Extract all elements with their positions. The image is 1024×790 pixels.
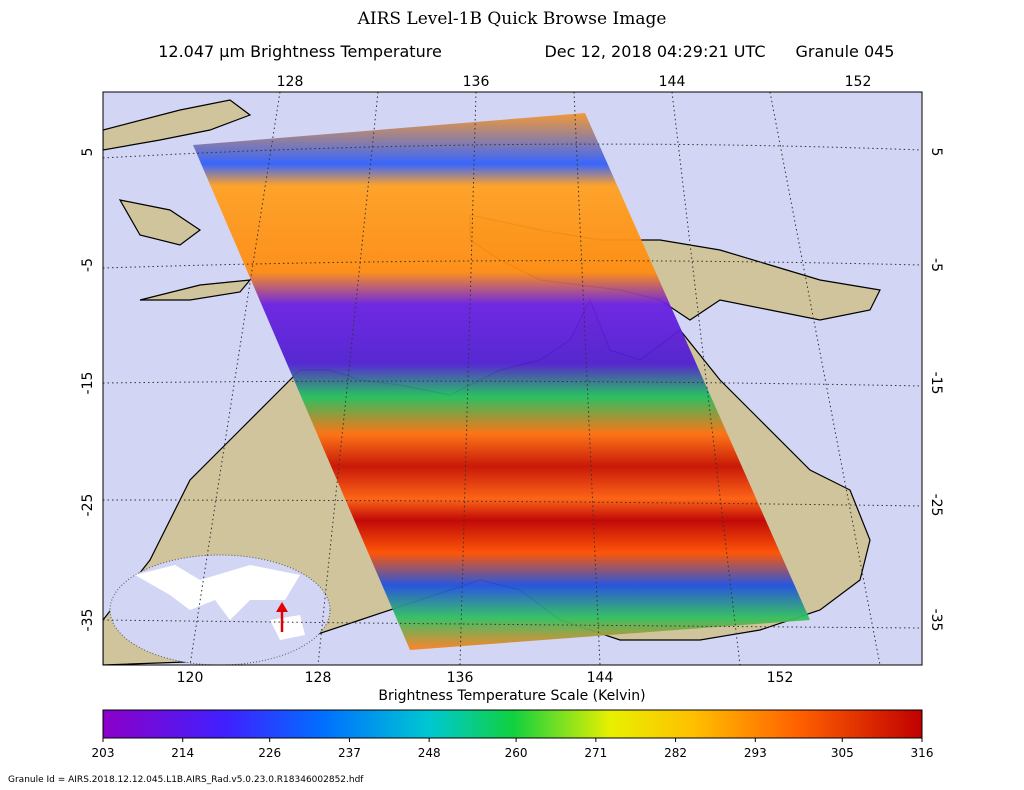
lon-label: 120 bbox=[177, 670, 204, 686]
tick-label: 237 bbox=[338, 746, 361, 760]
inset-land bbox=[270, 615, 305, 640]
swath bbox=[193, 113, 810, 650]
grid-line bbox=[573, 92, 601, 665]
tick-label: 248 bbox=[418, 746, 441, 760]
grid-line bbox=[769, 92, 881, 665]
tick-label: 293 bbox=[744, 746, 767, 760]
tick-label: 282 bbox=[664, 746, 687, 760]
island bbox=[118, 199, 202, 246]
tick-label: 226 bbox=[258, 746, 281, 760]
lat-label: 5 bbox=[80, 148, 96, 157]
inset-globe bbox=[109, 554, 331, 665]
lon-label: 136 bbox=[447, 670, 474, 686]
tick-label: 271 bbox=[584, 746, 607, 760]
lat-label: -15 bbox=[80, 372, 96, 395]
island bbox=[103, 99, 252, 151]
product: 12.047 μm Brightness Temperature bbox=[158, 42, 442, 61]
grid-line bbox=[103, 380, 922, 387]
grid-line bbox=[317, 92, 379, 665]
lon-label: 128 bbox=[305, 670, 332, 686]
datetime: Dec 12, 2018 04:29:21 UTC bbox=[544, 42, 765, 61]
island bbox=[139, 279, 252, 301]
grid-line bbox=[103, 143, 922, 159]
title: AIRS Level-1B Quick Browse Image bbox=[357, 9, 667, 29]
lat-label: -5 bbox=[80, 258, 96, 272]
map-frame bbox=[102, 91, 923, 666]
granule-id: Granule Id = AIRS.2018.12.12.045.L1B.AIR… bbox=[8, 775, 364, 785]
grid-line bbox=[103, 619, 922, 629]
lon-label: 144 bbox=[587, 670, 614, 686]
grid-line bbox=[459, 92, 477, 665]
lat-label: -35 bbox=[928, 609, 944, 632]
tick-label: 214 bbox=[171, 746, 194, 760]
grid-line bbox=[671, 92, 741, 665]
lon-label: 152 bbox=[767, 670, 794, 686]
map bbox=[103, 92, 922, 665]
lat-label: 5 bbox=[928, 148, 944, 157]
tick-label: 305 bbox=[831, 746, 854, 760]
lat-label: -15 bbox=[928, 372, 944, 395]
granule: Granule 045 bbox=[796, 42, 895, 61]
lat-label: -25 bbox=[928, 494, 944, 517]
lat-label: -35 bbox=[80, 609, 96, 632]
lon-label: 144 bbox=[659, 74, 686, 90]
lat-label: -5 bbox=[928, 258, 944, 272]
tick-label: 316 bbox=[911, 746, 934, 760]
lon-label: 152 bbox=[845, 74, 872, 90]
tick-label: 203 bbox=[92, 746, 115, 760]
tick-label: 260 bbox=[505, 746, 528, 760]
grid-line bbox=[103, 499, 922, 507]
grid-line bbox=[103, 260, 922, 269]
lon-label: 128 bbox=[277, 74, 304, 90]
colorbar bbox=[102, 709, 923, 739]
lon-label: 136 bbox=[463, 74, 490, 90]
inset-arrow bbox=[276, 602, 288, 612]
colorbar-label: Brightness Temperature Scale (Kelvin) bbox=[378, 688, 645, 704]
lat-label: -25 bbox=[80, 494, 96, 517]
inset-land bbox=[135, 565, 300, 620]
